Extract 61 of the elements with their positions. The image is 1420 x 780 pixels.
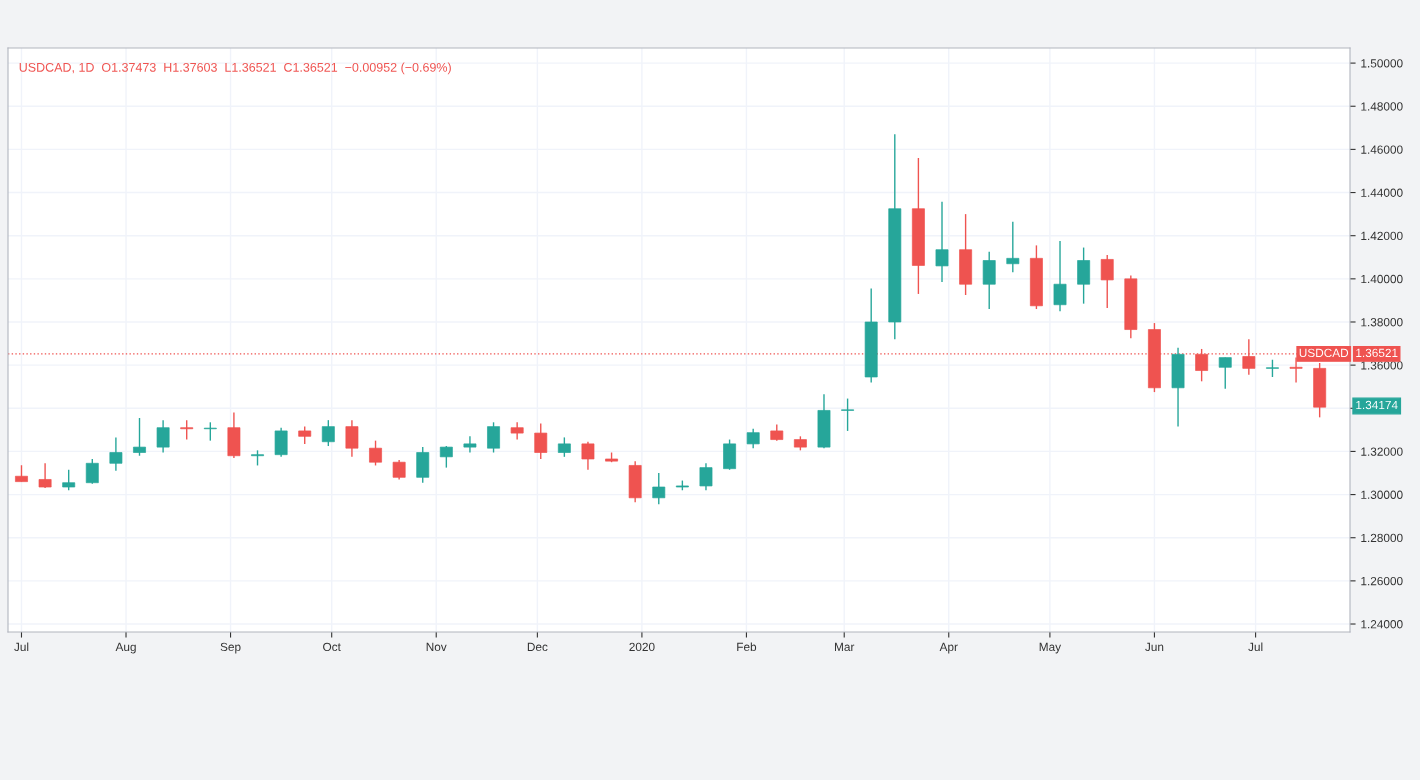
candlestick — [1218, 356, 1232, 390]
x-tick-label: Nov — [426, 642, 447, 652]
candlestick — [274, 427, 288, 458]
x-tick-label: May — [1039, 642, 1062, 654]
candlestick — [203, 421, 217, 442]
y-tick-label: 1.42000 — [1361, 231, 1403, 241]
x-tick-label: Aug — [115, 642, 136, 654]
candlestick — [557, 436, 571, 458]
x-tick-label: Sep — [220, 642, 241, 654]
candlestick — [746, 428, 760, 449]
annotation: USDCAD, 1D O1.37473 H1.37603 L1.36521 C1.36521 −0.00952 (−0.69%) — [19, 62, 451, 75]
candlestick — [85, 458, 99, 485]
x-tick-label: Jul — [1248, 642, 1263, 652]
candlestick — [38, 462, 52, 489]
y-tick-label: 1.44000 — [1361, 188, 1403, 197]
x-tick-label: Jun — [1145, 642, 1164, 652]
candlestick — [109, 436, 123, 472]
candlestick — [1077, 246, 1091, 305]
x-tick-label: 2020 — [629, 642, 655, 652]
x-tick-label: Dec — [527, 642, 548, 652]
x-tick-label: Jul — [14, 642, 29, 652]
candlestick — [156, 419, 170, 454]
candlestick — [1053, 240, 1067, 312]
text: 1.34174 — [1356, 400, 1398, 410]
candlestick — [1100, 254, 1114, 309]
candlestick — [581, 441, 595, 471]
candlestick — [652, 472, 666, 505]
candlestick — [392, 459, 406, 481]
y-tick-label: 1.30000 — [1361, 490, 1403, 499]
candlestick — [1006, 220, 1020, 274]
x-tick-label: Oct — [323, 642, 341, 652]
text: 1.36521 — [1356, 348, 1398, 358]
x-tick-label: Feb — [737, 642, 757, 652]
candlestick — [510, 421, 524, 441]
y-tick-label: 1.40000 — [1361, 274, 1403, 284]
ref-line-label: USDCAD — [1299, 348, 1349, 358]
candlestick — [439, 445, 453, 469]
x-tick-label: Mar — [835, 642, 855, 652]
y-tick-label: 1.26000 — [1361, 576, 1403, 586]
candlestick — [133, 417, 146, 457]
candlestick — [699, 462, 713, 491]
y-tick-label: 1.36000 — [1361, 361, 1403, 370]
candlestick — [62, 469, 76, 491]
candlestick — [345, 419, 359, 458]
candlestick — [369, 439, 382, 467]
candlestick — [841, 397, 855, 432]
y-tick-label: 1.38000 — [1361, 318, 1403, 327]
y-tick-label: 1.46000 — [1361, 145, 1403, 154]
candlestick — [487, 421, 500, 454]
candlestick — [321, 419, 335, 447]
y-tick-label: 1.48000 — [1361, 102, 1403, 111]
candlestick — [982, 251, 996, 310]
candlestick — [534, 422, 548, 460]
x-tick-label: Apr — [939, 642, 958, 654]
y-tick-label: 1.50000 — [1361, 59, 1403, 68]
y-tick-label: 1.28000 — [1361, 533, 1403, 543]
candlestick — [180, 419, 194, 441]
candlestick — [935, 201, 949, 283]
candlestick — [463, 435, 477, 454]
y-tick-label: 1.32000 — [1361, 447, 1403, 456]
y-tick-label: 1.24000 — [1361, 620, 1403, 629]
